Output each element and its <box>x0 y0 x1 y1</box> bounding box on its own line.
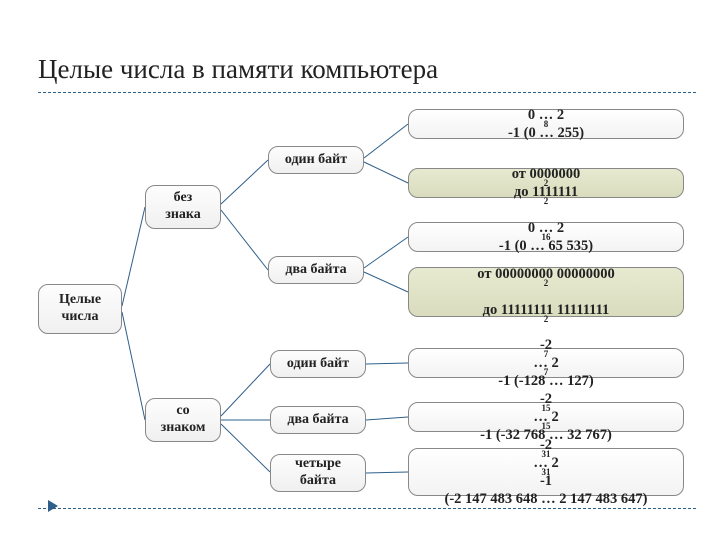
tree-node-u_2byte: два байта <box>268 256 364 284</box>
tree-node-s_2byte: два байта <box>270 406 366 434</box>
tree-node-s_byte: один байт <box>270 350 366 378</box>
tree-leaf-L6: -215 … 215-1 (-32 768 … 32 767) <box>408 402 684 432</box>
slide-marker-icon <box>48 500 58 512</box>
divider-top <box>38 92 696 93</box>
tree-leaf-L7: -231 … 231-1(-2 147 483 648 … 2 147 483 … <box>408 448 684 496</box>
tree-node-signed: сознаком <box>145 398 221 442</box>
tree-leaf-L3: 0 … 216-1 (0 … 65 535) <box>408 222 684 252</box>
tree-leaf-L4: от 00000000 000000002до 11111111 1111111… <box>408 267 684 317</box>
tree-leaf-L5: -27 … 27-1 (-128 … 127) <box>408 348 684 378</box>
tree-node-root: Целыечисла <box>38 284 122 334</box>
tree-leaf-L1: 0 … 28-1 (0 … 255) <box>408 109 684 139</box>
tree-node-u_byte: один байт <box>268 146 364 174</box>
tree-leaf-L2: от 00000002 до 11111112 <box>408 168 684 198</box>
tree-node-s_4byte: четыребайта <box>270 454 366 492</box>
page-title: Целые числа в памяти компьютера <box>38 54 438 85</box>
tree-node-unsigned: беззнака <box>145 185 221 229</box>
